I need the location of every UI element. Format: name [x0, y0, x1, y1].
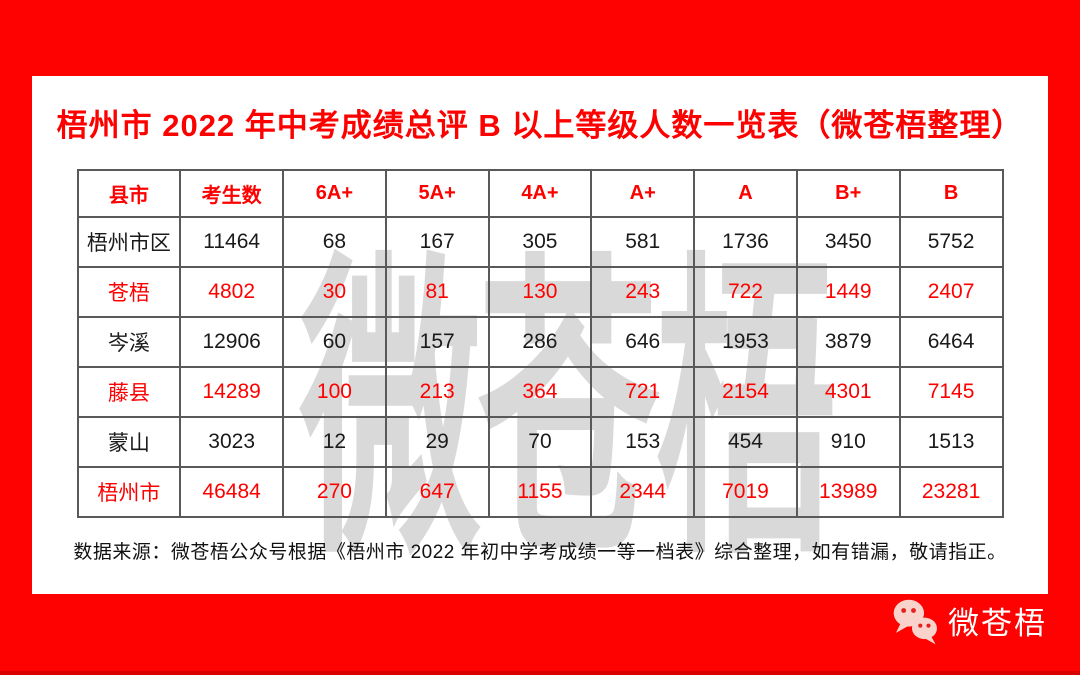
table-body: 梧州市区 11464 68 167 305 581 1736 3450 5752 苍梧 4802 30…	[76, 216, 1004, 519]
table-cell: 68	[282, 216, 387, 269]
row-label-cell: 苍梧	[76, 266, 182, 319]
table-cell: 30	[282, 266, 387, 319]
table-cell: 14289	[179, 366, 285, 419]
table-header-row: 县市 考生数 6A+ 5A+ 4A+ A+ A B+ B	[76, 169, 1004, 219]
table-cell: 3023	[179, 416, 285, 469]
table-row: 藤县 14289 100 213 364 721 2154 4301 7145	[76, 366, 1004, 419]
table-cell: 581	[590, 216, 696, 269]
table-cell: 2154	[693, 366, 798, 419]
brand-badge: 微苍梧	[891, 598, 1047, 648]
table-cell: 364	[487, 366, 593, 419]
table-cell: 13989	[795, 466, 901, 519]
table-cell: 270	[282, 466, 387, 519]
table-cell: 3450	[795, 216, 901, 269]
row-label-cell: 梧州市	[76, 466, 182, 519]
column-header: B	[898, 169, 1004, 219]
table-cell: 1449	[795, 266, 901, 319]
table-cell: 647	[384, 466, 490, 519]
table-header: 县市 考生数 6A+ 5A+ 4A+ A+ A B+ B	[76, 169, 1004, 219]
table-cell: 23281	[898, 466, 1004, 519]
column-header: B+	[795, 169, 901, 219]
source-note: 数据来源：微苍梧公众号根据《梧州市 2022 年初中学考成绩一等一档表》综合整理…	[73, 542, 1007, 564]
table-cell: 1953	[693, 316, 798, 369]
column-header: 6A+	[282, 169, 387, 219]
table-cell: 721	[590, 366, 696, 419]
column-header: A	[693, 169, 798, 219]
table-cell: 60	[282, 316, 387, 369]
table-cell: 243	[590, 266, 696, 319]
table-cell: 1736	[693, 216, 798, 269]
table-row: 蒙山 3023 12 29 70 153 454 910 1513	[76, 416, 1004, 469]
table-cell: 213	[384, 366, 490, 419]
table-cell: 6464	[898, 316, 1004, 369]
table-cell: 5752	[898, 216, 1004, 269]
column-header: A+	[590, 169, 696, 219]
table-cell: 646	[590, 316, 696, 369]
column-header: 考生数	[179, 169, 285, 219]
table-cell: 1155	[487, 466, 593, 519]
wechat-icon	[893, 599, 937, 645]
table-cell: 454	[693, 416, 798, 469]
table-cell: 70	[487, 416, 593, 469]
score-table: 县市 考生数 6A+ 5A+ 4A+ A+ A B+ B 梧州市区 11464 68 167 305 58…	[76, 169, 1004, 519]
table-cell: 3879	[795, 316, 901, 369]
table-cell: 100	[282, 366, 387, 419]
table-cell: 2344	[590, 466, 696, 519]
table-cell: 157	[384, 316, 490, 369]
table-cell: 11464	[179, 216, 285, 269]
table-cell: 286	[487, 316, 593, 369]
table-cell: 167	[384, 216, 490, 269]
row-label-cell: 藤县	[76, 366, 182, 419]
table-cell: 1513	[898, 416, 1004, 469]
table-cell: 46484	[179, 466, 285, 519]
row-label-cell: 岑溪	[76, 316, 182, 369]
page-title: 梧州市 2022 年中考成绩总评 B 以上等级人数一览表（微苍梧整理）	[56, 108, 1024, 143]
bottom-edge-stripe	[0, 671, 1080, 675]
table-cell: 2407	[898, 266, 1004, 319]
content-panel: 梧州市 2022 年中考成绩总评 B 以上等级人数一览表（微苍梧整理） 微苍梧 …	[32, 76, 1048, 594]
table-cell: 7019	[693, 466, 798, 519]
table-cell: 7145	[898, 366, 1004, 419]
row-label-cell: 梧州市区	[76, 216, 182, 269]
table-row: 岑溪 12906 60 157 286 646 1953 3879 6464	[76, 316, 1004, 369]
table-cell: 12	[282, 416, 387, 469]
table-cell: 29	[384, 416, 490, 469]
table-cell: 4802	[179, 266, 285, 319]
table-row: 梧州市 46484 270 647 1155 2344 7019 13989 23281	[76, 466, 1004, 519]
table-cell: 153	[590, 416, 696, 469]
table-row: 梧州市区 11464 68 167 305 581 1736 3450 5752	[76, 216, 1004, 269]
table-cell: 130	[487, 266, 593, 319]
column-header: 5A+	[384, 169, 490, 219]
table-row: 苍梧 4802 30 81 130 243 722 1449 2407	[76, 266, 1004, 319]
table-cell: 81	[384, 266, 490, 319]
brand-name: 微苍梧	[948, 605, 1047, 641]
row-label-cell: 蒙山	[76, 416, 182, 469]
column-header: 4A+	[487, 169, 593, 219]
table-cell: 722	[693, 266, 798, 319]
table-cell: 305	[487, 216, 593, 269]
table-cell: 4301	[795, 366, 901, 419]
column-header: 县市	[76, 169, 182, 219]
table-cell: 12906	[179, 316, 285, 369]
table-cell: 910	[795, 416, 901, 469]
